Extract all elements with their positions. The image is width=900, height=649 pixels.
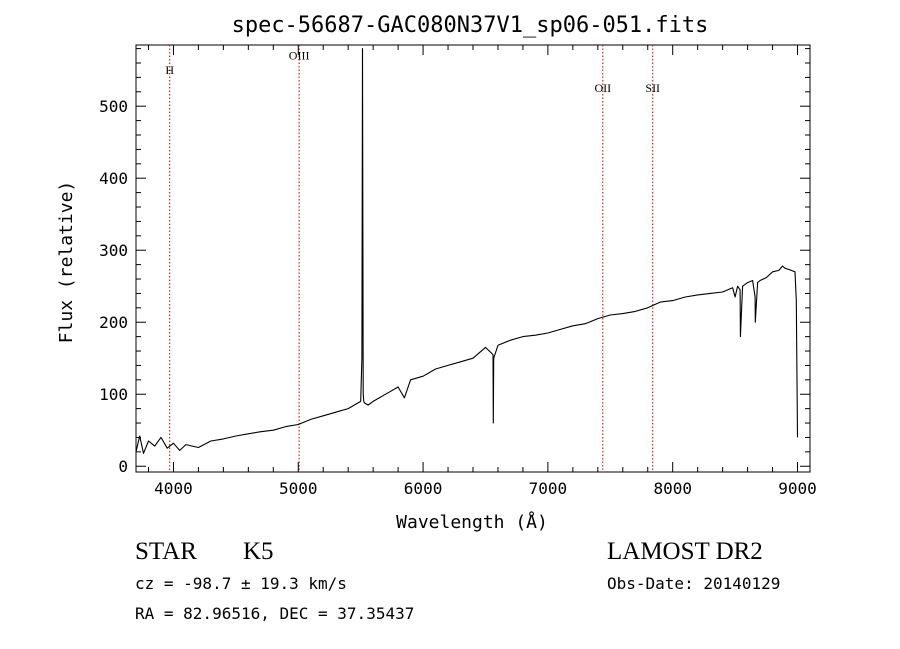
observation-date: Obs-Date: 20140129: [607, 574, 781, 593]
axis-ticks: 4000 5000 6000 7000 8000 9000 0 100 200 300 400 500: [99, 45, 817, 498]
redshift-cz: cz = -98.7 ± 19.3 km/s: [135, 574, 347, 593]
y-axis-label: Flux (relative): [56, 181, 77, 344]
x-tick-label: 6000: [404, 479, 443, 498]
y-tick-label: 0: [118, 457, 128, 476]
object-class: STAR: [135, 538, 197, 565]
plot-frame: [135, 44, 811, 473]
x-tick-label: 9000: [778, 479, 817, 498]
marker-label-oiii: OIII: [289, 48, 310, 62]
emission-line-markers: H OIII OII SII: [165, 45, 660, 472]
x-tick-label: 8000: [653, 479, 692, 498]
sky-coordinates: RA = 82.96516, DEC = 37.35437: [135, 604, 415, 623]
y-tick-label: 300: [99, 241, 128, 260]
x-axis-label: Wavelength (Å): [396, 511, 548, 533]
x-tick-label: 5000: [279, 479, 318, 498]
marker-label-h: H: [165, 63, 174, 77]
y-tick-label: 500: [99, 97, 128, 116]
survey-name: LAMOST DR2: [607, 538, 763, 565]
object-subclass: K5: [243, 538, 274, 565]
y-tick-label: 400: [99, 169, 128, 188]
spectrum-series: [135, 48, 799, 454]
y-tick-label: 200: [99, 313, 128, 332]
x-tick-label: 4000: [154, 479, 193, 498]
marker-label-sii: SII: [645, 81, 660, 95]
y-tick-label: 100: [99, 385, 128, 404]
x-tick-label: 7000: [529, 479, 568, 498]
spectrum-line-0: [135, 48, 799, 454]
chart-title: spec-56687-GAC080N37V1_sp06-051.fits: [232, 13, 709, 38]
marker-label-oii: OII: [594, 81, 611, 95]
